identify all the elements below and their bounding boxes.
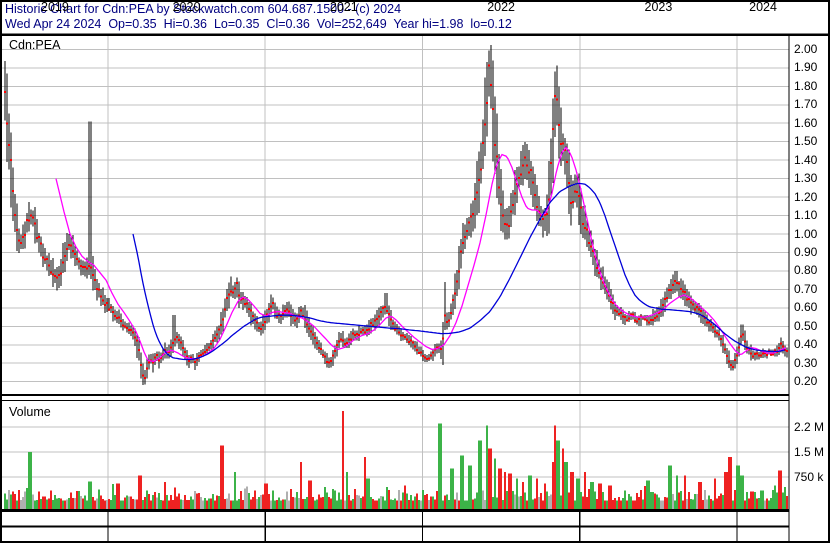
volume-axis-label: 1.5 M <box>794 444 825 459</box>
price-axis-label: 0.50 <box>794 318 818 333</box>
chart-header-title: Historic Chart for Cdn:PEA by Stockwatch… <box>5 2 402 16</box>
price-axis-label: 1.80 <box>794 78 818 93</box>
year-axis-label: 2019 <box>41 0 69 14</box>
year-axis-label: 2024 <box>749 0 777 14</box>
volume-panel-label: Volume <box>9 405 51 419</box>
symbol-label: Cdn:PEA <box>9 38 61 52</box>
year-axis-label: 2022 <box>487 0 516 14</box>
year-axis-label: 2023 <box>644 0 673 14</box>
price-axis-label: 0.40 <box>794 337 818 352</box>
price-axis-label: 1.00 <box>794 226 818 241</box>
chart-header-ohlc-summary: Wed Apr 24 2024 Op=0.35 Hi=0.36 Lo=0.35 … <box>5 17 512 31</box>
year-axis-label: 2021 <box>329 0 358 14</box>
price-axis-label: 1.90 <box>794 60 818 75</box>
price-axis-label: 1.60 <box>794 115 818 130</box>
price-axis-label: 2.00 <box>794 41 818 56</box>
price-axis-label: 1.10 <box>794 208 818 223</box>
volume-axis-label: 2.2 M <box>794 419 825 434</box>
price-axis-label: 0.90 <box>794 244 818 259</box>
price-axis-label: 1.20 <box>794 189 818 204</box>
volume-axis-label: 750 k <box>794 469 824 484</box>
price-axis-label: 0.60 <box>794 300 818 315</box>
price-axis-label: 1.30 <box>794 171 818 186</box>
price-axis-label: 0.20 <box>794 374 818 389</box>
price-axis-label: 0.30 <box>794 355 818 370</box>
price-axis-label: 1.50 <box>794 134 818 149</box>
price-axis-label: 0.80 <box>794 263 818 278</box>
price-axis-label: 1.40 <box>794 152 818 167</box>
price-axis-label: 1.70 <box>794 97 818 112</box>
year-axis-label: 2020 <box>172 0 201 14</box>
price-axis-label: 0.70 <box>794 281 818 296</box>
